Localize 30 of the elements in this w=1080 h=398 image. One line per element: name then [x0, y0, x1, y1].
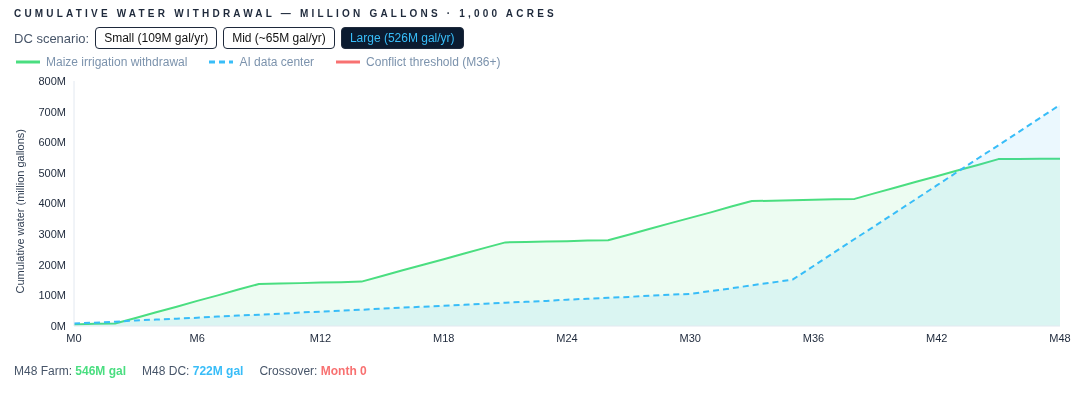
- y-tick-label: 800M: [38, 74, 66, 87]
- text: M48 DC: 722M gal: [142, 364, 244, 378]
- y-tick-label: 400M: [38, 197, 66, 210]
- y-tick-label: 500M: [38, 166, 66, 179]
- x-tick-label: M30: [679, 331, 701, 344]
- scenario-button: Small (109M gal/yr): [95, 27, 218, 49]
- legend-label: AI data center: [238, 55, 315, 69]
- text: DC scenario:: [14, 30, 90, 46]
- x-tick-label: M12: [309, 331, 332, 344]
- x-tick-label: M18: [433, 331, 455, 344]
- y-tick-label: 200M: [38, 258, 66, 271]
- legend-label: Maize irrigation withdrawal: [45, 55, 188, 69]
- y-tick-label: 100M: [38, 289, 66, 302]
- x-tick-label: M6: [189, 331, 205, 344]
- scenario-button: Large (526M gal/yr): [340, 27, 464, 49]
- x-tick-label: M0: [66, 331, 82, 344]
- y-tick-label: 300M: [38, 228, 66, 241]
- x-tick-label: M42: [926, 331, 948, 344]
- text: Crossover: Month 0: [259, 364, 367, 378]
- x-tick-label: M36: [802, 331, 825, 344]
- y-tick-label: 0M: [50, 319, 66, 332]
- text: M48 Farm: 546M gal: [14, 364, 127, 378]
- x-tick-label: M24: [556, 331, 578, 344]
- chart-title: CUMULATIVE WATER WITHDRAWAL — MILLION GALLONS · 1,000 ACRES: [14, 8, 558, 19]
- y-tick-label: 600M: [38, 136, 66, 149]
- scenario-button: Mid (~65M gal/yr): [223, 27, 335, 49]
- x-tick-label: M48: [1049, 331, 1071, 344]
- legend-label: Conflict threshold (M36+): [365, 55, 501, 69]
- y-tick-label: 700M: [38, 105, 66, 118]
- y-axis-title: Cumulative water (million gallons): [13, 129, 26, 294]
